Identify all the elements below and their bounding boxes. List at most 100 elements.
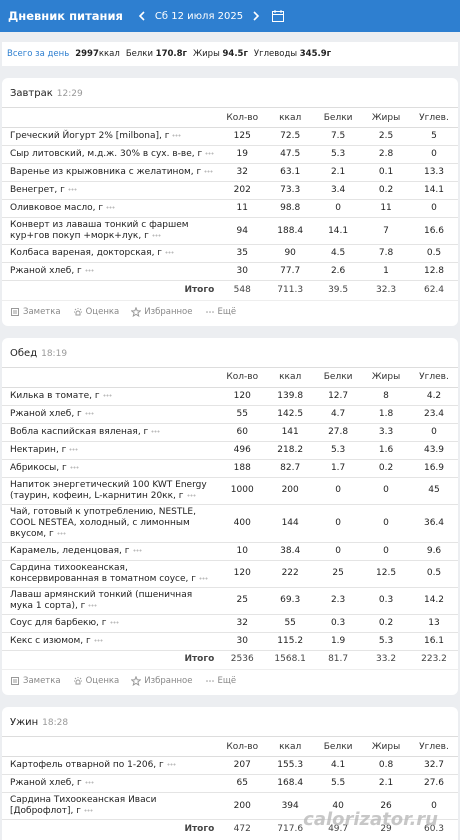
prev-day[interactable]	[137, 10, 147, 22]
food-value: 94	[218, 217, 267, 245]
next-day[interactable]	[251, 10, 261, 22]
food-row[interactable]: Кекс с изюмом, г 30 115.2 1.9 5.3 16.1	[2, 632, 458, 651]
more-icon[interactable]	[199, 576, 208, 580]
more-icon[interactable]	[205, 152, 215, 155]
food-name: Соус для барбекю, г	[10, 617, 107, 628]
food-row[interactable]: Сардина Тихоокеанская Иваси [Доброфлот],…	[2, 792, 458, 820]
more-icon[interactable]	[186, 493, 196, 497]
action-label: Избранное	[144, 306, 193, 317]
action-label: Избранное	[144, 676, 193, 686]
more-icon[interactable]	[88, 603, 98, 607]
action-button[interactable]: Ещё	[205, 307, 236, 317]
food-row[interactable]: Лаваш армянский тонкий (пшеничная мука 1…	[2, 587, 458, 615]
food-row[interactable]: Ржаной хлеб, г 55 142.5 4.7 1.8 23.4	[2, 405, 458, 424]
summary-calories: 2997ккал	[75, 49, 120, 59]
food-value: 25	[218, 587, 267, 615]
food-row[interactable]: Абрикосы, г 188 82.7 1.7 0.2 16.9	[2, 459, 458, 478]
calendar-icon[interactable]	[271, 9, 285, 23]
more-icon[interactable]	[166, 763, 176, 766]
food-value: 7.8	[362, 244, 411, 263]
food-value: 400	[218, 504, 267, 543]
food-name: Лаваш армянский тонкий (пшеничная мука 1…	[10, 589, 193, 611]
food-value: 222	[266, 560, 315, 588]
action-button[interactable]: Заметка	[10, 307, 61, 317]
food-value: 36.4	[410, 504, 458, 543]
food-row[interactable]: Килька в томате, г 120 139.8 12.7 8 4.2	[2, 387, 458, 406]
food-row[interactable]: Конверт из лаваша тонкий с фаршем кур+го…	[2, 217, 458, 245]
day-summary: Всего за день 2997ккал Белки 170.8г Жиры …	[2, 42, 458, 66]
food-row[interactable]: Венегрет, г 202 73.3 3.4 0.2 14.1	[2, 181, 458, 200]
action-button[interactable]: Ещё	[205, 676, 236, 686]
food-value: 2.1	[362, 774, 411, 793]
food-value: 63.1	[266, 163, 315, 182]
food-value: 141	[266, 423, 315, 442]
date[interactable]: Сб 12 июля 2025	[154, 10, 244, 22]
action-button[interactable]: Избранное	[131, 676, 193, 686]
food-name: Напиток энергетический 100 KWT Energy (т…	[10, 479, 207, 501]
meal-header: Обед 18:19	[2, 338, 458, 367]
more-icon[interactable]	[84, 781, 94, 784]
meals: Завтрак 12:29 Кол-во ккал Белки Жиры Углев. Гре…	[0, 78, 460, 840]
action-button[interactable]: Заметка	[10, 676, 61, 686]
column-header: Жиры	[362, 366, 411, 388]
food-row[interactable]: Греческий Йогурт 2% [milbona], г 125 72.5 7…	[2, 127, 458, 146]
food-name-cell: Вобла каспийская вяленая, г	[2, 423, 219, 442]
food-name-cell: Соус для барбекю, г	[2, 614, 219, 633]
food-row[interactable]: Сыр литовский, м.д.ж. 30% в сух. в-ве, г…	[2, 145, 458, 164]
food-value: 45	[410, 477, 458, 505]
food-value: 142.5	[266, 405, 315, 424]
more-icon[interactable]	[69, 465, 79, 469]
meal-header: Завтрак 12:29	[2, 78, 458, 107]
food-value: 30	[218, 262, 267, 281]
food-name: Сыр литовский, м.д.ж. 30% в сух. в-ве, г	[10, 149, 203, 159]
food-row[interactable]: Ржаной хлеб, г 65 168.4 5.5 2.1 27.6	[2, 774, 458, 793]
column-header: Жиры	[362, 107, 411, 128]
more-icon[interactable]	[84, 269, 94, 272]
food-row[interactable]: Оливковое масло, г 11 98.8 0 11 0	[2, 199, 458, 218]
more-icon[interactable]	[172, 134, 182, 137]
food-row[interactable]: Колбаса вареная, докторская, г 35 90 4.5 7.8…	[2, 244, 458, 263]
action-button[interactable]: Оценка	[73, 676, 119, 686]
more-icon[interactable]	[69, 447, 79, 451]
food-value: 2.6	[314, 262, 363, 281]
food-row[interactable]: Нектарин, г 496 218.2 5.3 1.6 43.9	[2, 441, 458, 460]
more-icon[interactable]	[109, 620, 119, 624]
more-icon[interactable]	[165, 251, 175, 254]
food-row[interactable]: Соус для барбекю, г 32 55 0.3 0.2 13	[2, 614, 458, 633]
food-name-cell: Кекс с изюмом, г	[2, 632, 219, 651]
more-icon[interactable]	[93, 638, 103, 642]
more-icon[interactable]	[84, 411, 94, 415]
meal-card: Завтрак 12:29 Кол-во ккал Белки Жиры Углев. Гре…	[2, 78, 458, 326]
action-button[interactable]: Оценка	[73, 307, 119, 317]
food-name: Нектарин, г	[10, 444, 67, 455]
food-name-cell: Ржаной хлеб, г	[2, 774, 219, 793]
more-icon[interactable]	[83, 809, 93, 812]
food-value: 14.1	[314, 217, 363, 245]
more-icon[interactable]	[67, 188, 77, 191]
food-row[interactable]: Ржаной хлеб, г 30 77.7 2.6 1 12.8	[2, 262, 458, 281]
food-row[interactable]: Картофель отварной по 1-206, г 207 155.3 4.…	[2, 756, 458, 775]
food-row[interactable]: Варенье из крыжовника с желатином, г 32 63…	[2, 163, 458, 182]
food-value: 55	[266, 614, 315, 633]
food-row[interactable]: Вобла каспийская вяленая, г 60 141 27.8 3.3 0	[2, 423, 458, 442]
food-value: 4.2	[410, 387, 458, 406]
more-icon[interactable]	[56, 531, 66, 535]
more-icon[interactable]	[204, 170, 214, 173]
food-value: 0	[362, 477, 411, 505]
more-icon[interactable]	[106, 206, 116, 209]
food-row[interactable]: Карамель, леденцовая, г 10 38.4 0 0 9.6	[2, 542, 458, 561]
food-row[interactable]: Напиток энергетический 100 KWT Energy (т…	[2, 477, 458, 505]
action-button[interactable]: Избранное	[131, 306, 193, 317]
more-icon[interactable]	[102, 393, 112, 397]
summary-label[interactable]: Всего за день	[7, 49, 70, 59]
food-name: Ржаной хлеб, г	[10, 266, 82, 276]
total-row: Итого 548 711.3 39.5 32.3 62.4	[2, 281, 458, 300]
food-value: 218.2	[266, 441, 315, 460]
more-icon[interactable]	[151, 429, 161, 433]
more-icon[interactable]	[132, 548, 142, 552]
food-row[interactable]: Сардина тихоокеанская, консервированная …	[2, 560, 458, 588]
more-icon[interactable]	[151, 234, 161, 237]
food-row[interactable]: Чай, готовый к употреблению, NESTLE, COO…	[2, 504, 458, 543]
meal-actions: Заметка Оценка Избранное Ещё	[2, 669, 458, 695]
action-icon	[131, 676, 142, 686]
